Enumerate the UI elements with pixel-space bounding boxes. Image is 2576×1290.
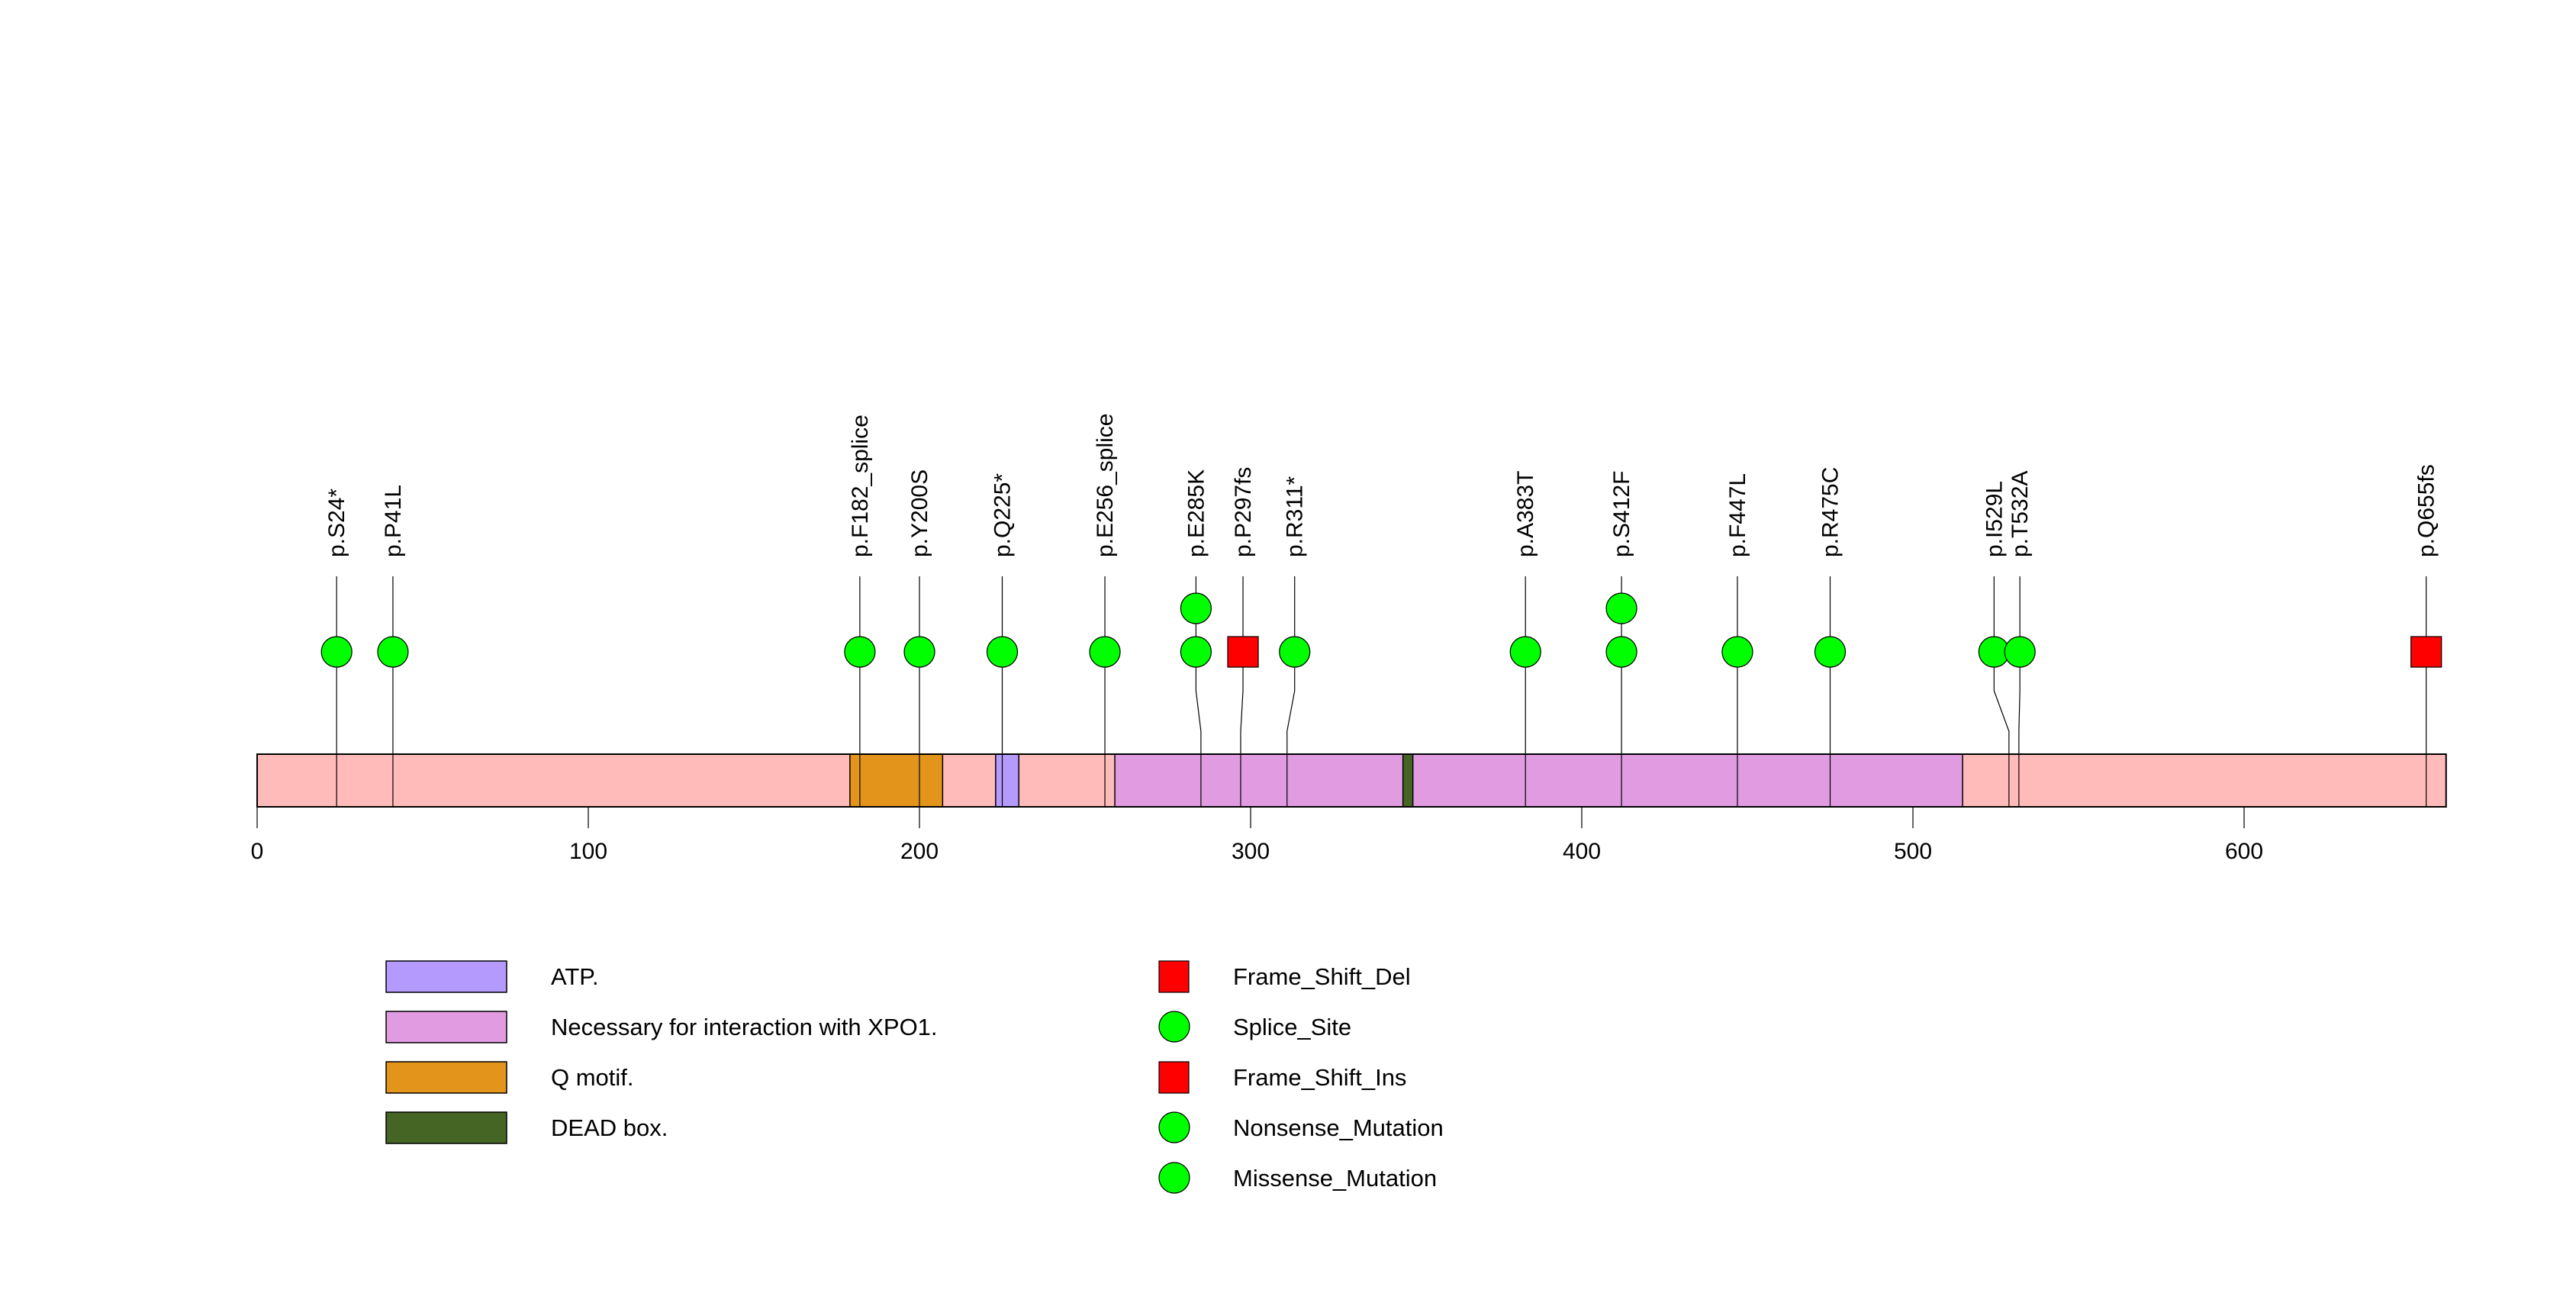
legend-swatch — [385, 1011, 507, 1043]
mutation-label: p.F182_splice — [848, 414, 873, 557]
mutation-label: p.P41L — [381, 485, 406, 557]
x-axis: 0 100 200 300 400 500 600 — [251, 807, 2263, 864]
legend-swatch — [385, 1111, 507, 1144]
mutation-circle-icon — [1605, 636, 1637, 668]
mutation-label: p.A383T — [1513, 471, 1538, 557]
mutation-circle-icon — [1089, 636, 1121, 668]
mutation-labels-layer: p.S24* p.P41L p.F182_splice p.Y200S p.Q225* p… — [324, 414, 2439, 557]
legend-label: Frame_Shift_Del — [1233, 963, 1411, 990]
mutation-label: p.R311* — [1283, 476, 1308, 557]
legend-circle-icon — [1158, 1011, 1190, 1043]
domain-q-motif — [849, 753, 944, 808]
mutation-circle-icon — [1814, 636, 1847, 668]
mutation-circle-icon — [2004, 636, 2036, 668]
x-tick-label: 0 — [251, 839, 264, 864]
mutation-label: p.F447L — [1725, 473, 1750, 557]
domain-legend: ATP. Necessary for interaction with XPO1.… — [385, 960, 938, 1144]
mutation-label: p.T532A — [2008, 471, 2033, 557]
mutation-label: p.P297fs — [1231, 467, 1256, 557]
mutation-circle-icon — [320, 636, 353, 668]
mutation-square-icon — [1227, 636, 1259, 668]
legend-square-icon — [1158, 960, 1190, 993]
mutation-label: p.E256_splice — [1093, 414, 1118, 557]
mutation-square-icon — [2410, 636, 2442, 668]
legend-label: Frame_Shift_Ins — [1233, 1064, 1406, 1091]
legend-label: Missense_Mutation — [1233, 1165, 1437, 1192]
legend-label: DEAD box. — [551, 1114, 668, 1141]
legend-label: ATP. — [551, 963, 599, 990]
mutation-circle-icon — [1279, 636, 1311, 668]
x-tick-label: 500 — [1894, 839, 1932, 864]
mutation-label: p.I529L — [1982, 481, 2007, 557]
mutation-circle-icon — [986, 636, 1019, 668]
mutation-circle-icon — [377, 636, 409, 668]
protein-outline — [256, 753, 2447, 808]
domain-necessary-for-interaction-with-xpo1 — [1114, 753, 1963, 808]
legend-label: Nonsense_Mutation — [1233, 1114, 1444, 1141]
mutation-label: p.Q655fs — [2414, 464, 2439, 557]
mutation-circle-icon — [844, 636, 876, 668]
legend-label: Necessary for interaction with XPO1. — [551, 1014, 938, 1040]
x-tick-label: 200 — [900, 839, 939, 864]
mutation-glyphs-layer — [320, 592, 2442, 668]
mutation-label: p.Y200S — [907, 469, 932, 557]
legend-square-icon — [1158, 1061, 1190, 1094]
legend-circle-icon — [1158, 1111, 1190, 1143]
mutation-circle-icon — [1180, 592, 1212, 624]
x-tick-label: 100 — [569, 839, 607, 864]
mutation-circle-icon — [1509, 636, 1541, 668]
mutation-label: p.S24* — [324, 489, 349, 557]
legend-label: Q motif. — [551, 1064, 634, 1091]
x-tick-label: 600 — [2225, 839, 2263, 864]
mutation-label: p.S412F — [1609, 471, 1634, 557]
legend-circle-icon — [1158, 1162, 1190, 1194]
domain-dead-box — [1402, 753, 1414, 808]
mutation-label: p.E285K — [1183, 469, 1209, 557]
mutation-circle-icon — [1721, 636, 1753, 668]
mutation-circle-icon — [1605, 592, 1637, 624]
x-tick-label: 400 — [1563, 839, 1601, 864]
legend-swatch — [385, 960, 507, 993]
legend-label: Splice_Site — [1233, 1014, 1351, 1040]
mutation-circle-icon — [1180, 636, 1212, 668]
mutation-label: p.R475C — [1818, 467, 1843, 557]
domain-atp — [995, 753, 1019, 808]
x-tick-label: 300 — [1232, 839, 1270, 864]
legend-swatch — [385, 1061, 507, 1094]
protein-bar — [256, 753, 2447, 808]
mutation-circle-icon — [903, 636, 935, 668]
mutation-type-legend: Frame_Shift_Del Splice_Site Frame_Shift_In… — [1158, 960, 1444, 1194]
mutation-label: p.Q225* — [990, 473, 1016, 557]
